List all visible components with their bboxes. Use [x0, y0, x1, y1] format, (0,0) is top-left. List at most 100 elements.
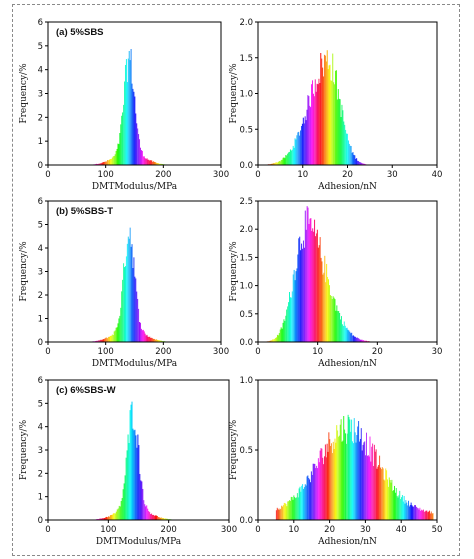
- histogram-bar: [323, 76, 325, 165]
- histogram-bar: [354, 336, 356, 342]
- histogram-bar: [358, 421, 360, 520]
- histogram-bar: [154, 515, 156, 520]
- histogram-bar: [164, 518, 166, 520]
- histogram-bar: [294, 280, 296, 342]
- histogram-bar: [325, 61, 327, 165]
- histogram-bar: [129, 60, 131, 165]
- histogram-bar: [296, 497, 297, 520]
- histogram-bar: [130, 246, 132, 342]
- y-tick-label: 4: [38, 244, 43, 254]
- histogram-bar: [361, 450, 363, 520]
- x-tick-label: 100: [100, 525, 116, 535]
- histogram-bar: [351, 152, 353, 165]
- histogram-bar: [119, 133, 121, 165]
- histogram-bar: [141, 481, 143, 520]
- x-tick-label: 200: [155, 347, 171, 357]
- histogram-bar: [367, 455, 369, 520]
- histogram-bar: [321, 261, 323, 342]
- y-tick-label: 1.0: [239, 282, 253, 292]
- chart-panel-bottom-right: 0 10 20 30 40 50 0.0 0.5 1.0 Adhesion/nN Frequency…: [229, 376, 442, 547]
- histogram-bar: [342, 325, 344, 342]
- plot-frame: [257, 200, 438, 343]
- histogram-bar: [124, 475, 126, 520]
- histogram-bar: [308, 96, 310, 165]
- histogram-bar: [281, 159, 283, 165]
- histogram-bar: [145, 158, 147, 165]
- histogram-bar: [359, 438, 361, 520]
- histogram-bar: [294, 138, 296, 165]
- histogram-bar: [140, 150, 142, 165]
- histogram-bar: [101, 162, 103, 165]
- x-tick-label: 100: [98, 347, 114, 357]
- x-axis-label: DMTModulus/MPa: [96, 537, 182, 547]
- histogram-bar: [306, 476, 308, 520]
- histogram-bar: [282, 157, 284, 165]
- histogram-bar: [290, 297, 292, 342]
- y-tick-label: 6: [38, 197, 43, 207]
- histogram-bar: [418, 509, 420, 520]
- histogram-bar: [355, 442, 357, 520]
- histogram-bar: [127, 434, 129, 520]
- histogram-bar: [290, 496, 292, 520]
- histogram-bar: [154, 338, 156, 342]
- histogram-bar: [370, 461, 372, 520]
- histogram-bar: [318, 245, 320, 342]
- histogram-bar: [285, 315, 287, 342]
- y-tick-label: 3: [38, 268, 43, 278]
- histogram-bar: [136, 447, 138, 520]
- histogram-bar: [417, 508, 419, 520]
- histogram-bar: [342, 110, 344, 165]
- histogram-bar: [120, 501, 122, 520]
- histogram-bar: [146, 505, 148, 520]
- histogram-bar: [159, 517, 161, 520]
- histogram-bar: [107, 338, 109, 342]
- histogram-bar: [345, 433, 346, 520]
- histogram-bar: [274, 338, 276, 342]
- histogram-bar: [301, 123, 303, 165]
- histogram-bar: [321, 448, 323, 520]
- histogram-bar: [111, 157, 113, 165]
- histogram-bar: [96, 340, 98, 342]
- histogram-bar: [289, 151, 290, 165]
- histogram-bar: [124, 267, 126, 342]
- y-tick-label: 1: [38, 137, 43, 147]
- histogram-bar: [117, 508, 119, 520]
- histogram-bar: [428, 511, 430, 520]
- histogram-bar: [297, 254, 299, 342]
- x-tick-label: 200: [161, 525, 177, 535]
- histogram-bar: [338, 98, 340, 165]
- histogram-bar: [281, 328, 283, 342]
- histogram-bar: [298, 131, 300, 165]
- histogram-bar: [320, 53, 322, 165]
- histogram-bar: [379, 455, 381, 520]
- histogram-bar: [329, 439, 331, 520]
- x-tick-label: 200: [155, 170, 171, 180]
- histogram-bar: [304, 210, 306, 342]
- histogram-bar: [316, 465, 318, 520]
- histogram-bar: [420, 510, 422, 520]
- histogram-bar: [392, 490, 394, 520]
- histogram-bars: [84, 49, 176, 166]
- histogram-bar: [115, 151, 117, 165]
- histogram-bar: [156, 515, 159, 520]
- histogram-bar: [162, 518, 164, 520]
- histogram-bar: [319, 83, 321, 165]
- histogram-bar: [336, 305, 338, 342]
- histogram-bar: [147, 508, 149, 520]
- histogram-bar: [306, 206, 308, 342]
- histogram-bar: [138, 445, 140, 520]
- histogram-bar: [331, 443, 332, 520]
- histogram-bar: [343, 121, 345, 165]
- histogram-bar: [149, 336, 151, 342]
- histogram-bar: [313, 96, 315, 165]
- y-axis-label: Frequency/%: [229, 241, 239, 302]
- histogram-bar: [311, 230, 313, 342]
- x-tick-label: 0: [255, 347, 260, 357]
- histogram-bar: [273, 339, 275, 342]
- x-tick-label: 30: [387, 170, 398, 180]
- histogram-bar: [126, 450, 128, 520]
- histogram-bar: [272, 163, 274, 165]
- histogram-bar: [280, 327, 282, 342]
- histogram-bar: [293, 495, 295, 520]
- histogram-bar: [300, 126, 302, 165]
